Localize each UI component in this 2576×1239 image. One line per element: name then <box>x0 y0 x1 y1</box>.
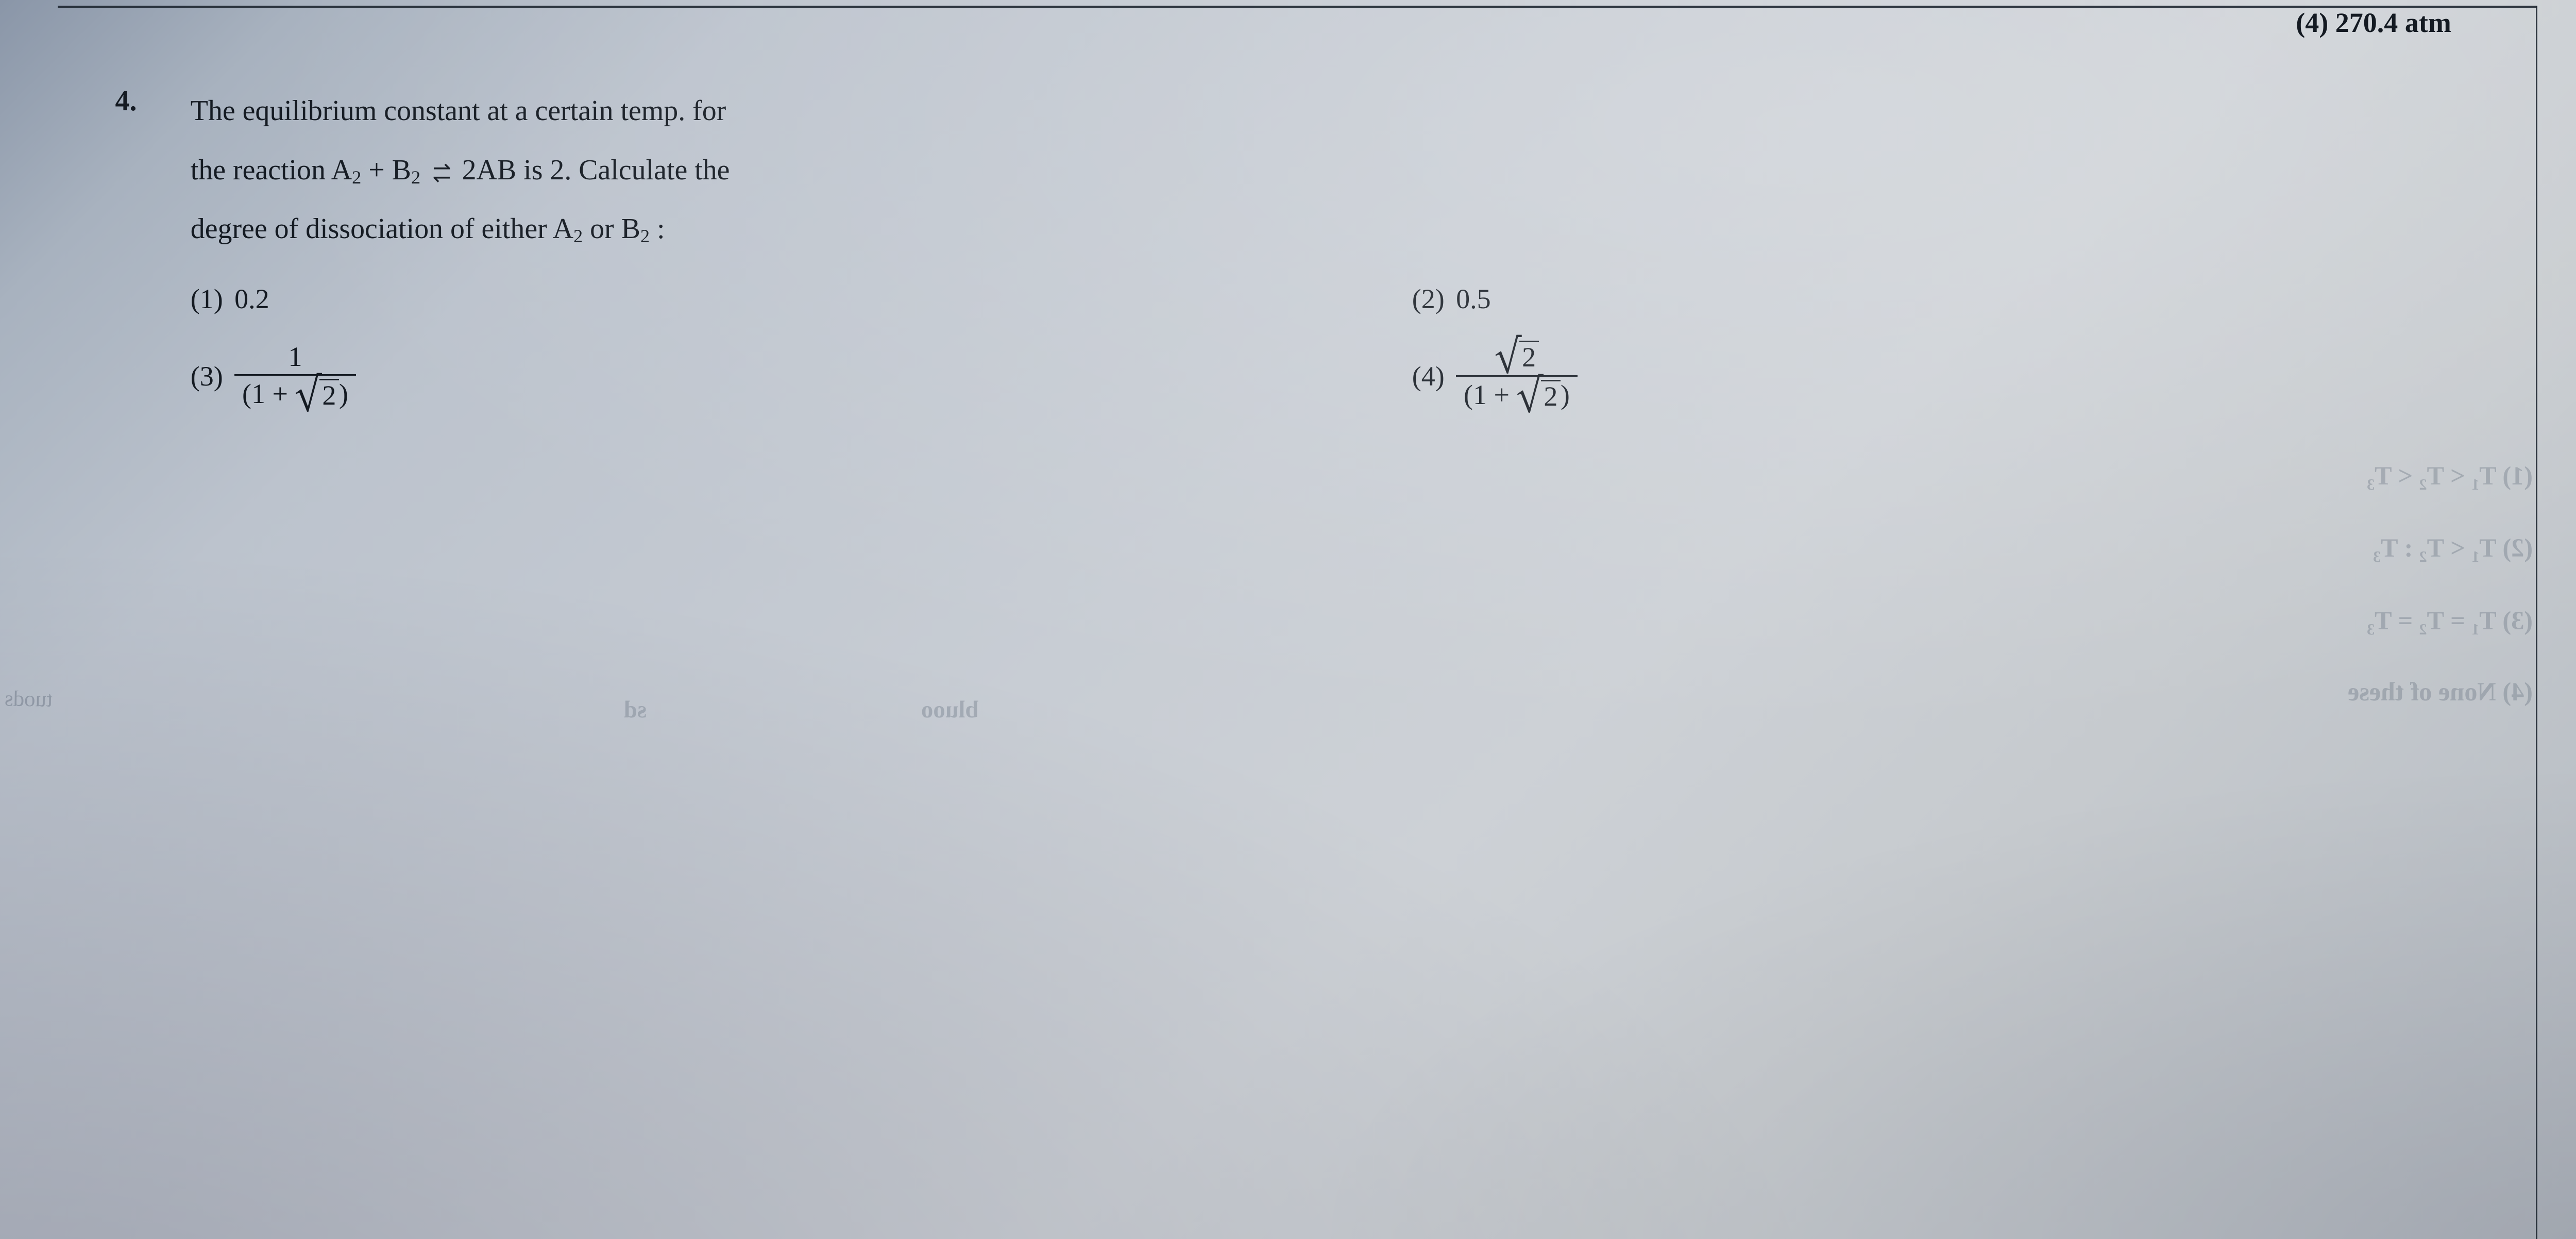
question-stem-line-2: the reaction A2 + B2 ⇀ ↽ 2AB is 2. Calcu… <box>191 141 2518 200</box>
sqrt-icon: √2 <box>1495 341 1538 373</box>
subscript-2: 2 <box>352 167 361 188</box>
option-value: 0.2 <box>234 283 269 315</box>
subscript-2: 2 <box>573 226 583 246</box>
fraction-denominator: (1 + √2) <box>234 374 356 411</box>
sqrt-icon: √2 <box>1516 380 1560 412</box>
fraction-denominator: (1 + √2) <box>1456 375 1578 412</box>
show-through-line: (4) None of these <box>2348 677 2533 707</box>
sqrt-icon: √2 <box>295 379 338 411</box>
option-4: (4) √2 (1 + √2) <box>1412 341 2518 412</box>
radicand: 2 <box>1519 341 1539 373</box>
option-value-fraction: 1 (1 + √2) <box>234 342 356 411</box>
equilibrium-arrows-icon: ⇀ ↽ <box>428 163 455 182</box>
margin-show-through: tuods <box>5 686 53 712</box>
subscript-2: 2 <box>640 226 650 246</box>
den-text: (1 + <box>1464 379 1516 410</box>
den-text: (1 + <box>242 378 295 409</box>
show-through-line: (1) T₁ < T₂ < T₃ <box>2367 461 2533 491</box>
show-through-center-1: sd <box>624 696 647 724</box>
question-body: The equilibrium constant at a certain te… <box>191 81 2518 412</box>
question-number: 4. <box>115 81 137 118</box>
answer-options: (1) 0.2 (2) 0.5 (3) 1 (1 + √2) <box>191 283 2518 412</box>
option-label: (1) <box>191 283 223 315</box>
radical-symbol: √ <box>295 379 320 411</box>
question-stem-line-1: The equilibrium constant at a certain te… <box>191 81 2518 141</box>
arrow-left: ↽ <box>432 173 450 182</box>
option-2: (2) 0.5 <box>1412 283 2518 315</box>
den-text: ) <box>1561 379 1570 410</box>
fraction-numerator: √2 <box>1487 341 1546 375</box>
option-1: (1) 0.2 <box>191 283 1297 315</box>
stem-text: degree of dissociation of either A <box>191 213 573 245</box>
option-label: (3) <box>191 360 223 392</box>
stem-text: 2AB is 2. Calculate the <box>462 154 730 186</box>
show-through-line: (2) T₁ < T₂ : T₃ <box>2373 533 2533 563</box>
radicand: 2 <box>1541 380 1561 412</box>
page-frame-top <box>58 6 2538 8</box>
radical-symbol: √ <box>1495 341 1520 373</box>
radical-symbol: √ <box>1516 380 1542 412</box>
stem-text: the reaction A <box>191 154 352 186</box>
show-through-line: (3) T₁ = T₂ = T₃ <box>2367 606 2533 635</box>
option-value: 0.5 <box>1456 283 1491 315</box>
option-label: (2) <box>1412 283 1445 315</box>
question-stem-line-3: degree of dissociation of either A2 or B… <box>191 199 2518 259</box>
question-4: 4. The equilibrium constant at a certain… <box>115 81 2519 412</box>
option-value-fraction: √2 (1 + √2) <box>1456 341 1578 412</box>
stem-text: : <box>650 213 665 245</box>
option-label: (4) <box>1412 360 1445 392</box>
radicand: 2 <box>319 379 339 411</box>
subscript-2: 2 <box>411 167 420 188</box>
fraction-numerator: 1 <box>281 342 310 374</box>
stem-text: + B <box>361 154 411 186</box>
page-frame-right <box>2536 6 2538 1239</box>
show-through-center-2: bluoo <box>921 696 978 724</box>
option-3: (3) 1 (1 + √2) <box>191 341 1297 412</box>
stem-text: or B <box>583 213 640 245</box>
den-text: ) <box>339 378 348 409</box>
prev-question-option-4: (4) 270.4 atm <box>2296 7 2451 39</box>
